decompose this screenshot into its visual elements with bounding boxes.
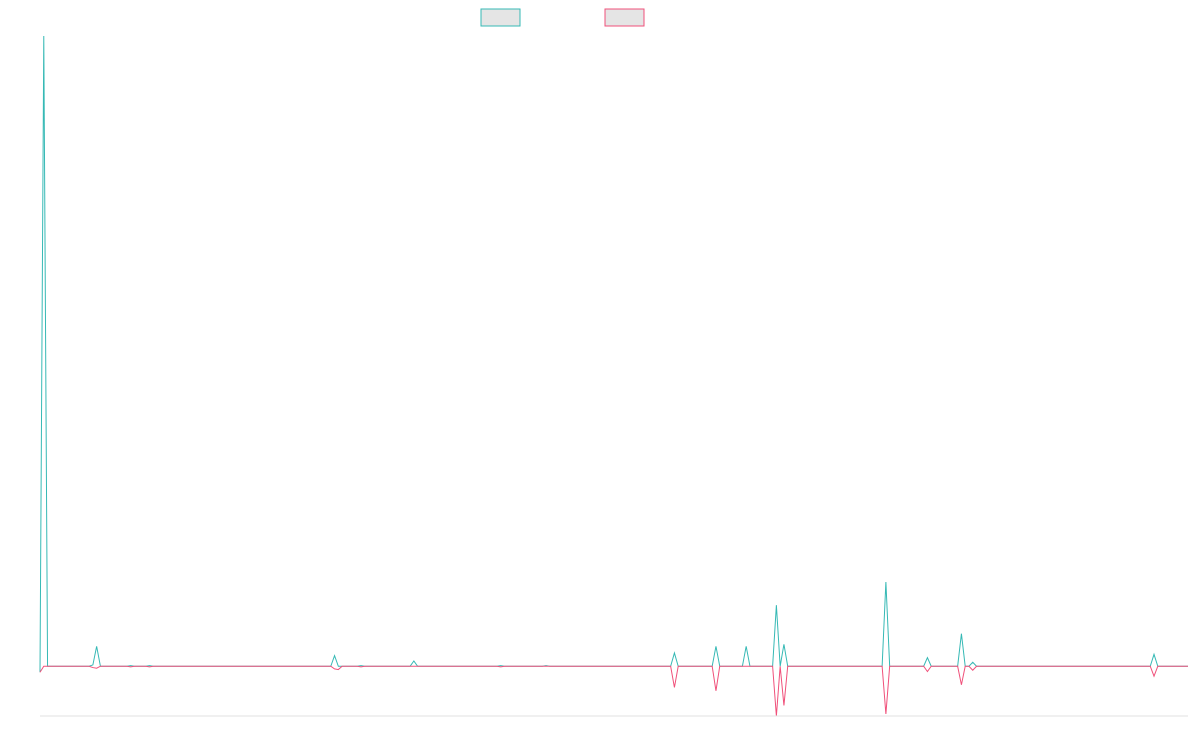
series-line-1 [39, 35, 1188, 673]
chart-legend [480, 8, 645, 27]
plot-area [39, 35, 1188, 717]
series-line-2 [39, 665, 1188, 717]
legend-swatch-2[interactable] [604, 8, 645, 27]
legend-swatch-1[interactable] [480, 8, 521, 27]
